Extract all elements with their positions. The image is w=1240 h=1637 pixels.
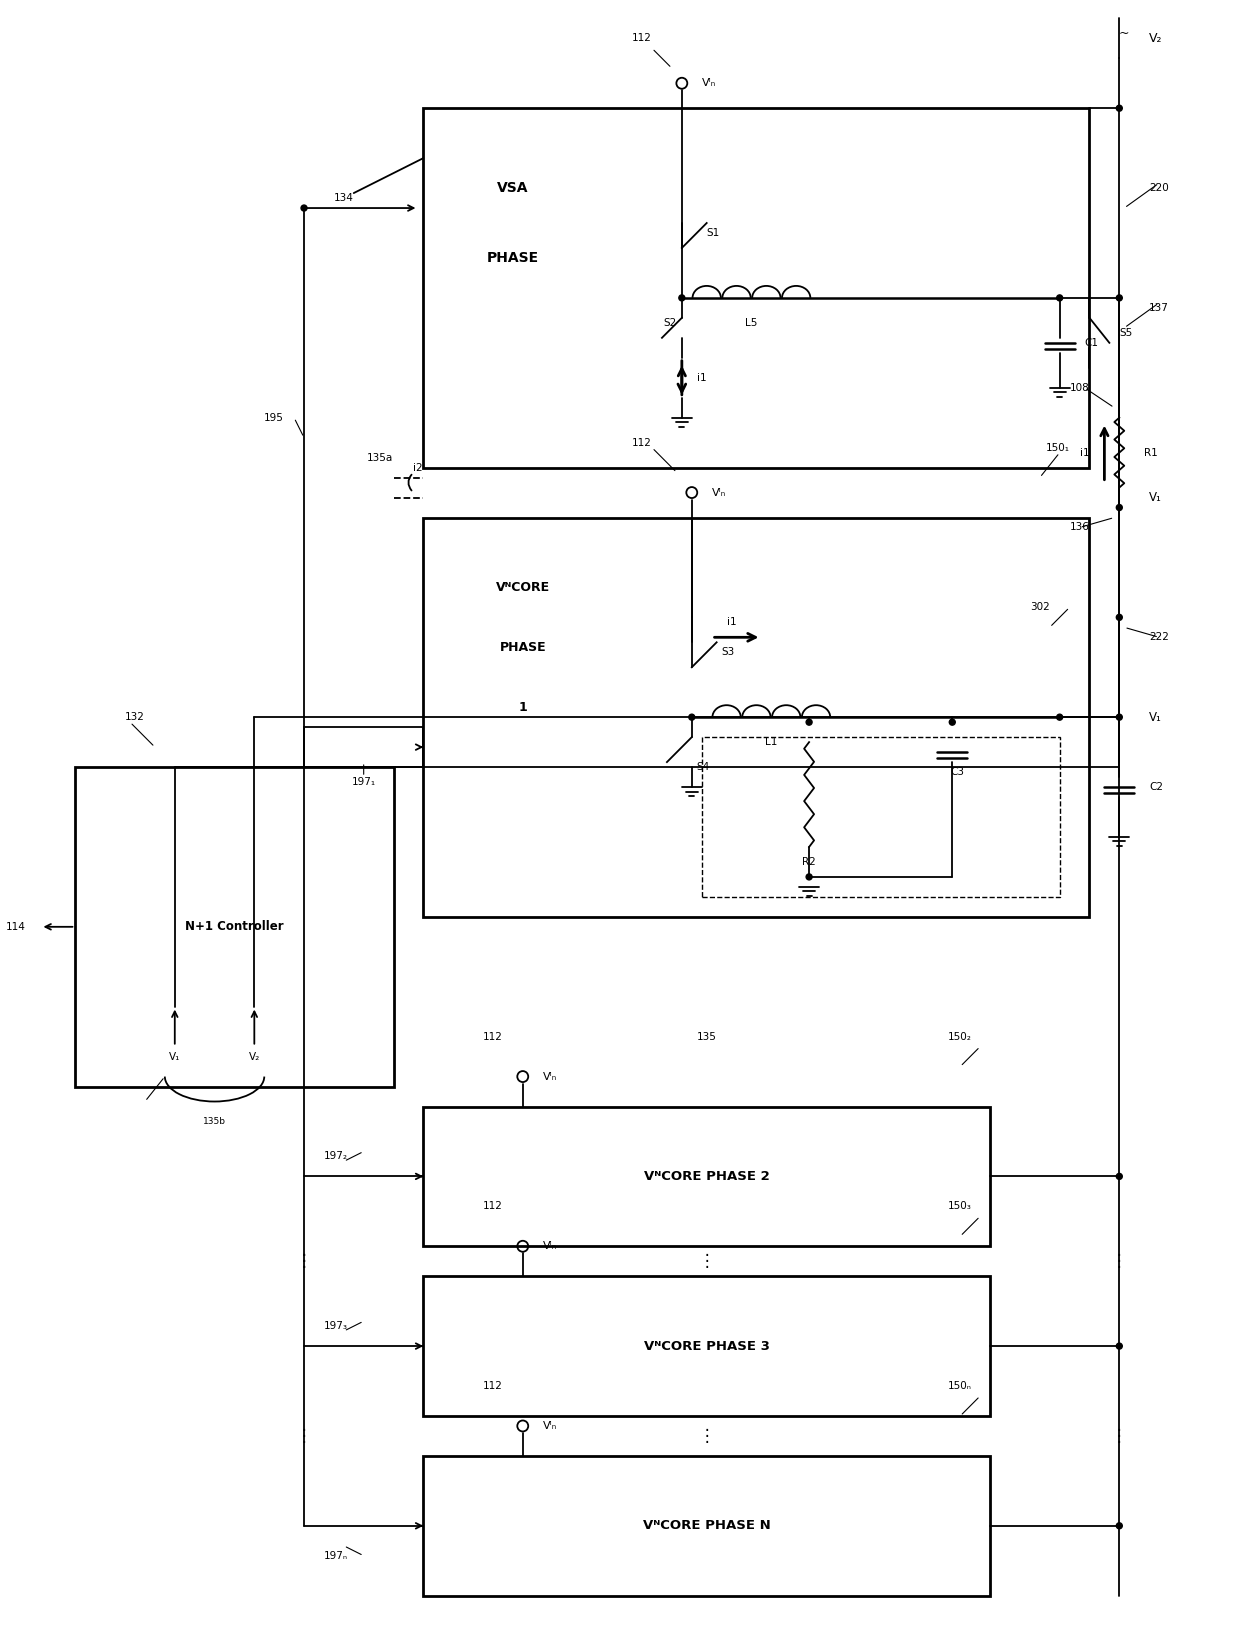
Text: Vᴵₙ: Vᴵₙ <box>712 488 725 498</box>
Text: 135a: 135a <box>367 452 393 463</box>
Circle shape <box>688 714 694 720</box>
Text: 135: 135 <box>697 1031 717 1041</box>
Circle shape <box>1056 295 1063 301</box>
Text: C2: C2 <box>1149 782 1163 792</box>
Text: PHASE: PHASE <box>500 640 546 653</box>
Text: 195: 195 <box>264 413 284 422</box>
Bar <box>423 1455 990 1596</box>
Circle shape <box>1056 714 1063 720</box>
Text: PHASE: PHASE <box>487 250 539 265</box>
Text: 112: 112 <box>484 1031 503 1041</box>
Text: Vᴵₙ: Vᴵₙ <box>543 1241 557 1251</box>
Text: ⋮: ⋮ <box>698 1427 715 1445</box>
Circle shape <box>1116 295 1122 301</box>
Bar <box>702 737 1060 897</box>
Bar <box>423 517 1090 917</box>
Text: VᴺCORE PHASE N: VᴺCORE PHASE N <box>642 1519 770 1532</box>
Text: S5: S5 <box>1120 327 1132 337</box>
Text: i2: i2 <box>413 463 423 473</box>
Text: 150ₙ: 150ₙ <box>949 1382 972 1391</box>
Text: S4: S4 <box>697 763 711 773</box>
Text: 112: 112 <box>632 33 652 43</box>
Text: 112: 112 <box>484 1202 503 1211</box>
Text: i1: i1 <box>1080 447 1090 458</box>
Bar <box>423 1107 990 1246</box>
Text: 112: 112 <box>484 1382 503 1391</box>
Circle shape <box>950 719 955 725</box>
Text: Vᴵₙ: Vᴵₙ <box>543 1421 557 1431</box>
Circle shape <box>1116 714 1122 720</box>
Text: R2: R2 <box>802 856 816 868</box>
Text: V₂: V₂ <box>249 1051 260 1062</box>
Text: 302: 302 <box>1030 602 1049 612</box>
Circle shape <box>301 205 308 211</box>
Text: C1: C1 <box>1085 337 1099 347</box>
Text: 137: 137 <box>1149 303 1169 313</box>
Text: L1: L1 <box>765 737 777 746</box>
Text: i1: i1 <box>697 373 707 383</box>
Text: V₂: V₂ <box>1149 31 1163 44</box>
Text: V₁: V₁ <box>169 1051 181 1062</box>
Text: 114: 114 <box>6 922 26 931</box>
Bar <box>76 768 393 1087</box>
Text: 112: 112 <box>632 437 652 447</box>
Text: 134: 134 <box>334 193 353 203</box>
Text: 136: 136 <box>1070 522 1090 532</box>
Bar <box>423 108 1090 468</box>
Text: 220: 220 <box>1149 183 1169 193</box>
Text: VᴺCORE: VᴺCORE <box>496 581 549 594</box>
Text: Vᴵₙ: Vᴵₙ <box>543 1072 557 1082</box>
Text: VᴺCORE PHASE 3: VᴺCORE PHASE 3 <box>644 1339 770 1352</box>
Text: 197₁: 197₁ <box>352 778 376 787</box>
Circle shape <box>1116 105 1122 111</box>
Text: 1: 1 <box>518 701 527 714</box>
Text: 150₂: 150₂ <box>949 1031 972 1041</box>
Text: Vᴵₙ: Vᴵₙ <box>702 79 715 88</box>
Text: R1: R1 <box>1145 447 1158 458</box>
Text: N+1 Controller: N+1 Controller <box>185 920 284 933</box>
Text: 150₃: 150₃ <box>949 1202 972 1211</box>
Text: S2: S2 <box>663 318 677 327</box>
Text: 108: 108 <box>1070 383 1090 393</box>
Text: S3: S3 <box>722 647 735 658</box>
Text: ~: ~ <box>1118 26 1130 39</box>
Text: ⋮: ⋮ <box>295 1252 312 1270</box>
Circle shape <box>806 719 812 725</box>
Text: ⋮: ⋮ <box>1111 1252 1127 1270</box>
Circle shape <box>678 295 684 301</box>
Text: S1: S1 <box>707 228 720 237</box>
Bar <box>423 1277 990 1416</box>
Text: L5: L5 <box>745 318 758 327</box>
Bar <box>304 727 423 768</box>
Text: 197₂: 197₂ <box>324 1151 348 1161</box>
Text: ⋮: ⋮ <box>1111 1427 1127 1445</box>
Text: C3: C3 <box>950 768 965 778</box>
Text: i1: i1 <box>727 617 737 627</box>
Circle shape <box>806 874 812 881</box>
Text: 150₁: 150₁ <box>1045 442 1070 452</box>
Circle shape <box>1116 1174 1122 1179</box>
Text: ⋮: ⋮ <box>295 1427 312 1445</box>
Text: 222: 222 <box>1149 632 1169 642</box>
Circle shape <box>1116 504 1122 511</box>
Text: V₁: V₁ <box>1149 491 1162 504</box>
Text: VᴺCORE PHASE 2: VᴺCORE PHASE 2 <box>644 1170 770 1184</box>
Text: VSA: VSA <box>497 182 528 195</box>
Text: V₁: V₁ <box>1149 710 1162 724</box>
Text: 197ₙ: 197ₙ <box>324 1550 348 1560</box>
Text: ⋮: ⋮ <box>295 1252 312 1270</box>
Circle shape <box>1116 1522 1122 1529</box>
Text: 135b: 135b <box>203 1116 226 1126</box>
Circle shape <box>1116 1342 1122 1349</box>
Text: 132: 132 <box>125 712 145 722</box>
Text: ⋮: ⋮ <box>698 1252 715 1270</box>
Circle shape <box>1116 614 1122 620</box>
Text: 197₃: 197₃ <box>324 1321 348 1331</box>
